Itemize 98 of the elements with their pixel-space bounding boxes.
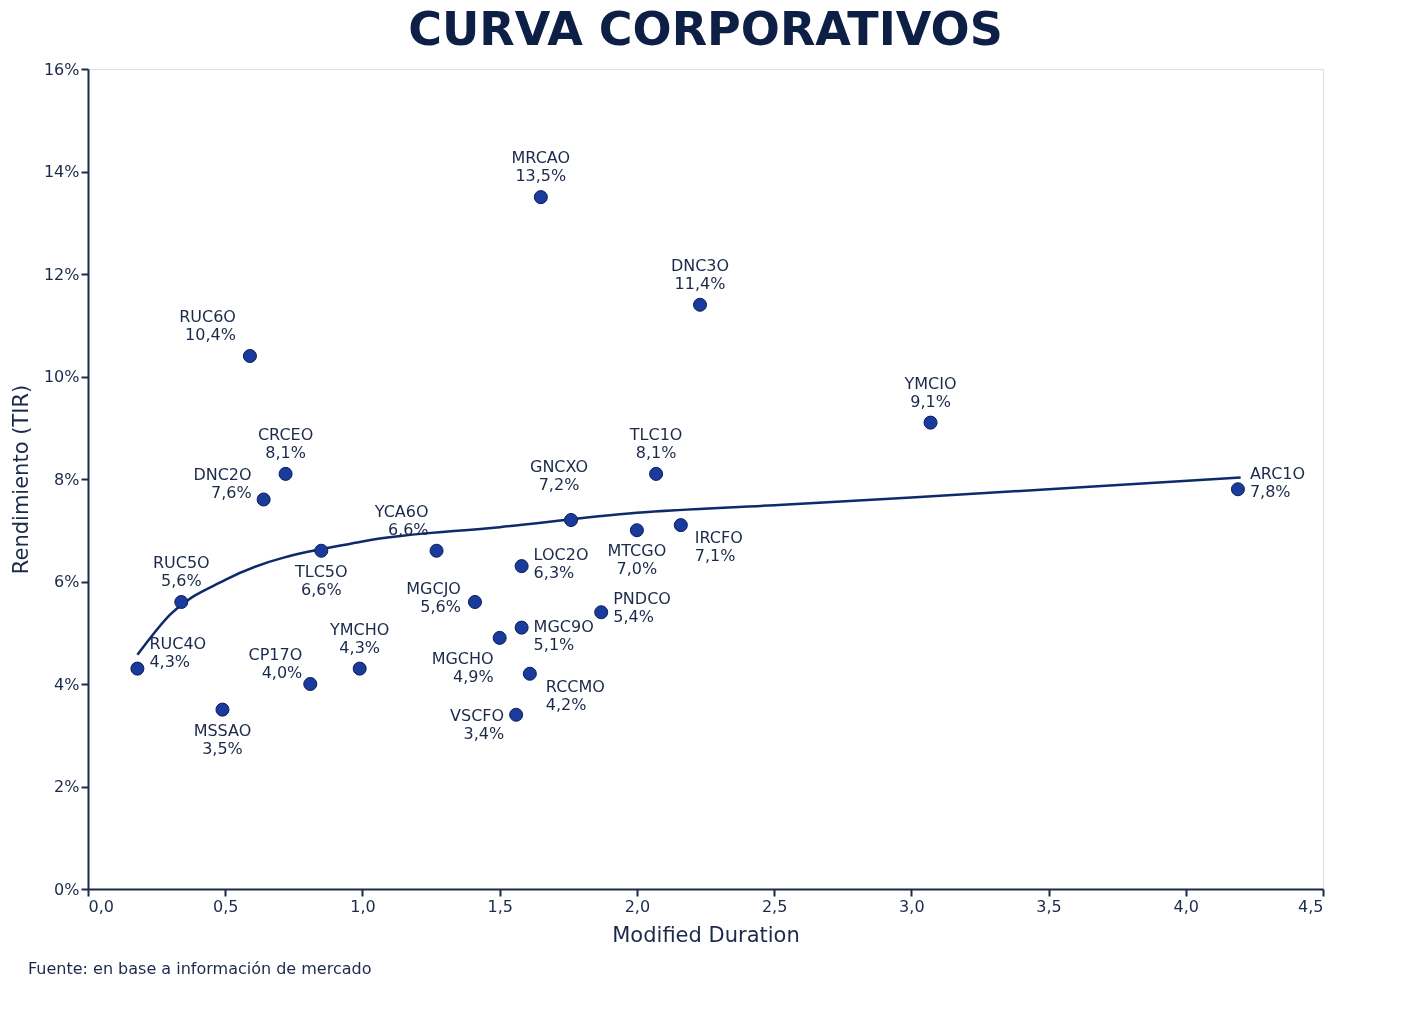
series-label: ARC1O — [1249, 464, 1306, 484]
text: TLC1O — [628, 424, 683, 444]
point — [514, 559, 529, 574]
point — [242, 348, 257, 364]
text: GNCXO — [529, 457, 589, 476]
data-label: 4,9% — [453, 666, 494, 686]
y-axis-title: Rendimiento (TIR) — [8, 384, 33, 575]
point — [215, 702, 230, 717]
y-tick-label: 2% — [54, 777, 80, 796]
series-label: DNC2O — [193, 464, 252, 484]
point — [629, 523, 644, 538]
data-label: 5,4% — [613, 607, 654, 627]
point — [923, 415, 938, 430]
x-tick-label: 4,0 — [1173, 896, 1199, 916]
point — [564, 512, 579, 528]
point — [174, 594, 189, 610]
data-label: 10,4% — [185, 325, 236, 344]
text: CRCEO — [257, 424, 314, 444]
series-label: TLC5O — [293, 561, 348, 581]
series-label: LOC2O — [533, 545, 589, 565]
x-tick-label: 3,0 — [899, 896, 925, 916]
y-tick-label: 8% — [54, 469, 80, 489]
data-label: 6,6% — [300, 579, 342, 599]
data-label: 8,1% — [635, 442, 677, 462]
source-note: Fuente: en base a información de mercado — [28, 959, 372, 978]
point — [278, 466, 293, 481]
point — [256, 492, 271, 507]
point — [509, 707, 524, 722]
x-tick-label: 2,5 — [761, 896, 788, 916]
series-label: YCA6O — [373, 501, 429, 521]
x-tick-label: 4,5 — [1298, 896, 1324, 916]
series-label: VSCFO — [450, 705, 505, 725]
data-label: 7,0% — [616, 559, 658, 579]
data-label: 7,6% — [210, 482, 252, 502]
data-label: 7,8% — [1249, 482, 1291, 502]
text: DNC3O — [670, 255, 730, 275]
text: YMCHO — [329, 619, 390, 639]
data-label: 6,6% — [387, 519, 429, 539]
point — [533, 190, 548, 205]
x-tick-label: 0,5 — [213, 896, 239, 916]
data-label: 5,6% — [160, 571, 202, 590]
chart-title: CURVA CORPORATIVOS — [408, 2, 1003, 56]
data-label: 6,3% — [533, 563, 575, 583]
x-axis-title: Modified Duration — [612, 922, 800, 947]
y-tick-label: 6% — [54, 572, 80, 591]
y-tick-label: 16% — [43, 59, 80, 79]
data-label: 4,0% — [261, 663, 303, 682]
point — [1230, 482, 1245, 497]
data-label: 5,6% — [420, 597, 461, 616]
point — [314, 543, 329, 558]
text: YMCIO — [903, 373, 957, 393]
series-label: MGCJO — [406, 579, 461, 598]
data-label: 4,2% — [545, 694, 587, 714]
x-tick-label: 1,0 — [350, 896, 376, 916]
point — [692, 297, 708, 312]
y-tick-label: 4% — [54, 674, 80, 694]
y-tick-label: 12% — [43, 264, 80, 284]
data-label: 11,4% — [674, 273, 726, 293]
series-label: MGC9O — [533, 616, 594, 636]
text: RUC5O — [152, 553, 210, 572]
series-label: PNDCO — [613, 589, 671, 609]
data-label: 8,1% — [265, 442, 306, 462]
data-label: 4,3% — [339, 637, 381, 657]
y-tick-label: 14% — [43, 162, 80, 181]
data-label: 3,4% — [463, 723, 505, 743]
series-label: RUC6O — [179, 307, 236, 326]
x-tick-label: 3,5 — [1036, 896, 1062, 916]
text: MRCAO — [511, 148, 571, 168]
point — [303, 676, 318, 692]
series-label: MGCHO — [431, 648, 494, 668]
point — [522, 666, 537, 681]
series-label: MTCGO — [607, 541, 667, 561]
series-label: MSSAO — [193, 720, 252, 740]
series-label: RUC4O — [149, 633, 207, 653]
data-label: 3,5% — [202, 738, 243, 758]
data-label: 7,2% — [538, 475, 580, 494]
series-label: IRCFO — [694, 528, 743, 548]
data-label: 13,5% — [515, 166, 567, 186]
data-label: 7,1% — [694, 546, 736, 566]
series-label: CP17O — [248, 645, 303, 664]
series-label: RCCMO — [545, 676, 605, 696]
point — [673, 518, 688, 533]
data-label: 4,3% — [149, 651, 191, 671]
point — [467, 594, 482, 610]
x-tick-label: 1,5 — [487, 896, 513, 916]
point — [514, 620, 529, 635]
point — [130, 661, 145, 676]
point — [594, 605, 609, 620]
point — [429, 543, 444, 558]
x-tick-label: 0,0 — [88, 896, 114, 916]
point — [352, 661, 367, 676]
data-label: 9,1% — [910, 391, 951, 411]
y-tick-label: 0% — [54, 879, 80, 899]
point — [649, 466, 664, 481]
data-label: 5,1% — [533, 634, 575, 654]
point — [492, 630, 507, 645]
x-tick-label: 2,0 — [624, 896, 651, 916]
y-tick-label: 10% — [43, 367, 80, 386]
